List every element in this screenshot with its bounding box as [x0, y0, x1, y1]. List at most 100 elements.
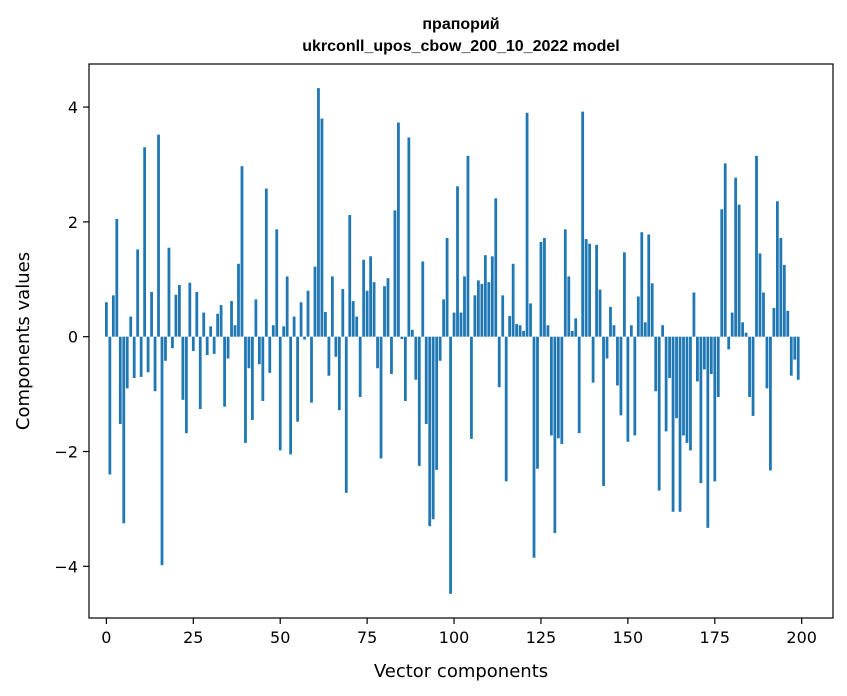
- bar-186: [751, 336, 755, 416]
- bar-28: [202, 312, 206, 337]
- bar-91: [421, 261, 425, 337]
- bar-196: [786, 310, 790, 337]
- bar-47: [268, 336, 272, 373]
- bar-178: [723, 163, 727, 337]
- bar-194: [779, 237, 783, 337]
- bar-120: [522, 330, 525, 337]
- bar-30: [209, 326, 213, 337]
- bar-176: [716, 336, 720, 397]
- bar-23: [184, 336, 188, 434]
- bar-179: [727, 336, 731, 350]
- bar-27: [198, 336, 202, 410]
- bar-137: [581, 111, 585, 337]
- bar-46: [264, 188, 268, 337]
- bar-187: [755, 155, 758, 337]
- bar-38: [237, 263, 240, 337]
- bar-160: [661, 325, 665, 337]
- bar-75: [365, 290, 369, 337]
- bar-114: [501, 295, 505, 337]
- bar-3: [115, 219, 119, 337]
- bar-153: [636, 296, 640, 337]
- bar-69: [344, 336, 348, 493]
- bar-81: [386, 278, 390, 337]
- bar-52: [285, 276, 289, 337]
- bar-166: [682, 336, 685, 436]
- bar-60: [313, 266, 317, 337]
- bar-79: [379, 336, 383, 459]
- bar-74: [362, 259, 366, 337]
- bar-1: [108, 336, 112, 475]
- bar-131: [560, 336, 564, 445]
- bar-73: [358, 336, 362, 397]
- bar-78: [376, 336, 379, 369]
- bar-107: [476, 280, 480, 337]
- bar-76: [369, 256, 372, 337]
- bar-190: [765, 336, 769, 389]
- bar-4: [118, 336, 122, 424]
- chart-title-line-1: прапорий: [422, 16, 499, 33]
- bar-0: [104, 302, 108, 337]
- bar-188: [758, 253, 762, 337]
- bar-5: [122, 336, 126, 524]
- bar-111: [490, 256, 494, 337]
- bar-20: [174, 294, 178, 337]
- bar-110: [487, 282, 491, 337]
- bar-121: [525, 112, 529, 337]
- bar-70: [348, 214, 352, 337]
- bar-151: [629, 325, 633, 337]
- bar-125: [539, 241, 543, 337]
- bar-86: [403, 336, 407, 401]
- bar-193: [775, 201, 779, 337]
- bar-106: [473, 295, 477, 337]
- bar-96: [438, 336, 442, 361]
- bar-136: [577, 336, 581, 434]
- bar-134: [570, 330, 574, 337]
- bar-14: [153, 336, 157, 392]
- bar-168: [689, 336, 692, 451]
- bar-116: [508, 316, 512, 337]
- bar-169: [692, 292, 696, 337]
- bar-24: [188, 282, 192, 337]
- bar-87: [407, 137, 411, 337]
- bar-156: [647, 234, 651, 337]
- bar-171: [699, 336, 703, 484]
- bar-133: [567, 276, 571, 337]
- bar-21: [178, 285, 181, 337]
- bar-25: [191, 336, 195, 352]
- bar-161: [664, 336, 668, 432]
- bar-18: [167, 247, 171, 337]
- bar-71: [351, 301, 355, 337]
- bar-123: [532, 336, 536, 558]
- bar-101: [456, 186, 459, 337]
- y-axis-label: Components values: [13, 252, 34, 430]
- y-tick-label: 4: [68, 98, 78, 117]
- bar-61: [317, 88, 320, 337]
- x-tick-label: 175: [700, 628, 731, 647]
- bar-143: [602, 336, 605, 486]
- bar-99: [449, 336, 452, 594]
- bar-157: [650, 283, 654, 337]
- bar-59: [310, 336, 313, 403]
- bar-142: [598, 289, 602, 337]
- bar-36: [230, 301, 233, 337]
- bar-39: [240, 166, 244, 337]
- bar-37: [233, 325, 237, 337]
- x-tick-label: 25: [183, 628, 203, 647]
- bar-138: [584, 239, 588, 337]
- bar-45: [261, 336, 265, 401]
- bar-158: [654, 336, 658, 392]
- bar-40: [244, 336, 247, 443]
- bar-149: [623, 252, 626, 337]
- bar-94: [431, 336, 435, 520]
- bar-48: [271, 325, 275, 337]
- bar-56: [299, 302, 303, 337]
- bar-72: [355, 316, 359, 337]
- bar-108: [480, 283, 484, 337]
- bar-195: [782, 264, 786, 337]
- bars-group: [104, 88, 800, 594]
- bar-148: [619, 336, 623, 416]
- bar-44: [257, 336, 261, 365]
- bar-19: [171, 336, 174, 349]
- bar-6: [125, 336, 129, 389]
